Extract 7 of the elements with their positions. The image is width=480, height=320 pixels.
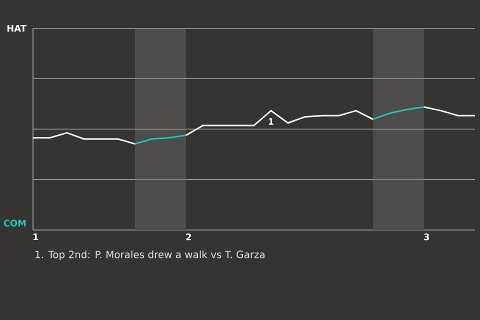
x-tick-label: 3: [424, 234, 430, 240]
text: COM: [4, 220, 26, 226]
text: HAT: [7, 25, 26, 32]
text: 1. Top 2nd: P. Morales drew a walk vs T. Garza: [36, 250, 264, 260]
x-tick-label: 1: [34, 234, 38, 240]
annotation: 1: [268, 118, 274, 125]
x-tick-label: 2: [186, 234, 191, 240]
